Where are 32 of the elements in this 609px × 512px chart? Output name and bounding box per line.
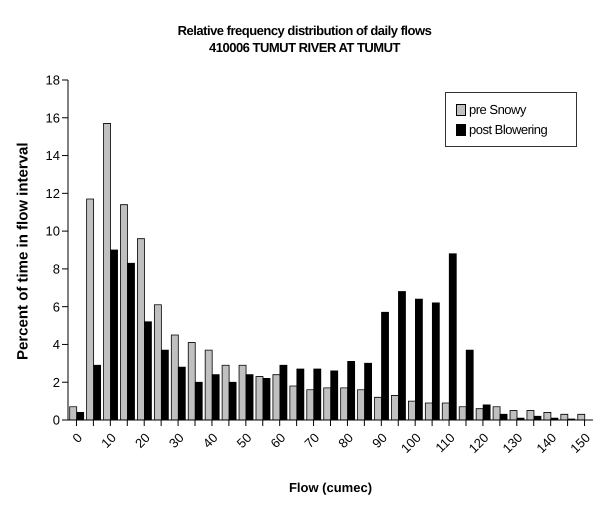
y-tick-label: 16 [46, 110, 60, 126]
y-tick-label: 2 [52, 374, 60, 390]
x-tick-label: 140 [533, 430, 560, 456]
x-tick-label: 130 [499, 430, 526, 456]
y-tick-label: 12 [46, 186, 60, 201]
y-tick-label: 18 [46, 72, 60, 88]
y-tick-label: 4 [52, 337, 60, 352]
x-tick-label: 110 [432, 430, 458, 456]
x-tick-label: 30 [166, 430, 187, 451]
legend-label: pre Snowy [469, 102, 526, 117]
x-tick-label: 120 [466, 430, 492, 456]
x-tick-label: 100 [398, 430, 424, 456]
chart-subtitle: 410006 TUMUT RIVER AT TUMUT [208, 39, 402, 56]
x-tick-label: 60 [268, 430, 288, 451]
x-tick-label: 20 [132, 430, 153, 451]
x-tick-label: 80 [335, 430, 356, 451]
y-tick-label: 6 [52, 299, 60, 314]
chart-title: Relative frequency distribution of daily flows [176, 22, 432, 39]
x-tick-label: 0 [69, 430, 86, 446]
x-axis-title: Flow (cumec) [288, 480, 372, 495]
x-tick-label: 150 [567, 430, 594, 456]
x-tick-label: 90 [369, 430, 390, 451]
x-tick-label: 10 [98, 430, 119, 451]
legend-label: post Blowering [469, 122, 548, 137]
x-tick-label: 50 [234, 430, 254, 451]
y-axis-title: Percent of time in flow interval [14, 142, 32, 360]
y-tick-label: 14 [46, 148, 60, 164]
x-tick-label: 70 [301, 430, 322, 451]
x-tick-label: 40 [200, 430, 221, 451]
y-tick-label: 8 [52, 262, 60, 277]
y-tick-label: 0 [52, 412, 60, 428]
y-tick-label: 10 [46, 224, 60, 239]
